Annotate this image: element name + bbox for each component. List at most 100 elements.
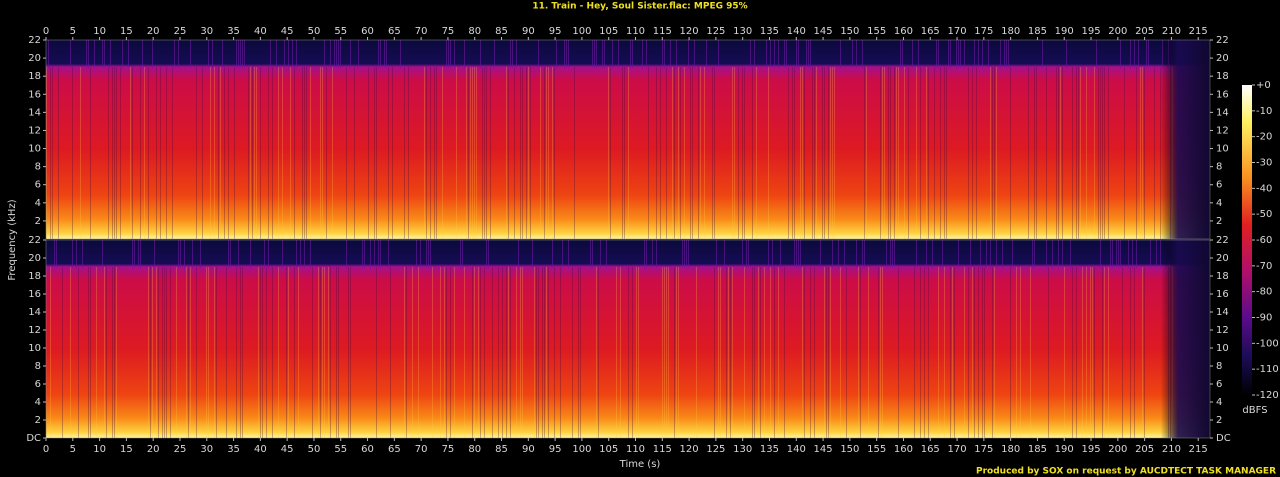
x-tick-label: 205 xyxy=(1135,444,1154,455)
stripe xyxy=(346,240,347,268)
stripe xyxy=(1130,267,1131,438)
x-tick-label: 30 xyxy=(200,26,213,37)
stripe xyxy=(522,267,523,438)
stripe xyxy=(990,240,991,268)
x-tick-label: 170 xyxy=(948,26,967,37)
plot-border xyxy=(45,39,1211,240)
stripe xyxy=(752,67,753,239)
stripe xyxy=(692,67,693,239)
stripe xyxy=(816,67,817,239)
stripe xyxy=(738,67,739,239)
stripe xyxy=(262,267,263,438)
x-tick-label: 185 xyxy=(1028,26,1047,37)
stripe xyxy=(1108,67,1109,239)
stripe xyxy=(178,240,179,268)
stripe xyxy=(510,267,511,438)
stripe xyxy=(296,240,297,268)
stripe xyxy=(712,67,713,239)
stripe xyxy=(292,40,293,68)
x-tick-label: 55 xyxy=(334,26,347,37)
x-tick-label: 85 xyxy=(495,444,508,455)
stripe xyxy=(294,267,295,438)
stripe xyxy=(898,267,899,438)
x-tick-label: 50 xyxy=(308,26,321,37)
stripe xyxy=(824,267,825,438)
x-tick-label: 150 xyxy=(840,26,859,37)
stripe xyxy=(1128,240,1129,268)
stripe xyxy=(896,67,897,239)
y-tick-label: 14 xyxy=(1216,107,1229,118)
stripe xyxy=(812,67,813,239)
stripe xyxy=(858,267,859,438)
stripe xyxy=(486,67,487,239)
stripe xyxy=(972,67,973,239)
stripe xyxy=(148,267,149,438)
stripe xyxy=(48,40,49,68)
stripe xyxy=(656,240,657,268)
stripe xyxy=(114,67,115,239)
stripe xyxy=(110,40,111,68)
stripe xyxy=(1120,40,1121,68)
stripe xyxy=(104,40,105,68)
stripe xyxy=(46,67,47,239)
x-tick-label: 135 xyxy=(760,444,779,455)
stripe xyxy=(676,267,677,438)
stripe xyxy=(552,67,553,239)
stripe xyxy=(622,67,623,239)
stripe xyxy=(158,267,159,438)
stripe xyxy=(296,40,297,68)
stripe xyxy=(538,267,539,438)
stripe xyxy=(196,267,197,438)
colorbar-tick-label: -110 xyxy=(1256,364,1279,375)
stripe xyxy=(284,40,285,68)
stripe xyxy=(400,40,401,68)
stripe xyxy=(882,267,883,438)
stripe xyxy=(1100,67,1101,239)
stripe xyxy=(358,40,359,68)
stripe xyxy=(552,240,553,268)
stripe xyxy=(1056,67,1057,239)
stripe xyxy=(58,67,59,239)
stripe xyxy=(996,67,997,239)
stripe xyxy=(800,240,801,268)
x-tick-label: 80 xyxy=(468,26,481,37)
stripe xyxy=(878,267,879,438)
x-tick-label: 160 xyxy=(894,26,913,37)
colorbar-tick-label: -40 xyxy=(1256,183,1272,194)
stripe xyxy=(656,67,657,239)
stripe xyxy=(1078,67,1079,239)
x-tick-label: 165 xyxy=(921,26,940,37)
chart-title: 11. Train - Hey, Soul Sister.flac: MPEG … xyxy=(532,2,747,12)
x-tick-label: 165 xyxy=(921,444,940,455)
x-tick-label: 75 xyxy=(442,26,455,37)
stripe xyxy=(1072,67,1073,239)
y-tick-label: 16 xyxy=(1216,89,1229,100)
stripe xyxy=(166,267,167,438)
x-tick-label: 210 xyxy=(1162,444,1181,455)
stripe xyxy=(754,40,755,68)
x-tick-label: 55 xyxy=(334,444,347,455)
stripe xyxy=(1070,240,1071,268)
stripe xyxy=(506,267,507,438)
stripe xyxy=(726,267,727,438)
stripe xyxy=(664,267,665,438)
stripe xyxy=(268,67,269,239)
stripe xyxy=(612,40,613,68)
colorbar-tick-label: +0 xyxy=(1256,80,1271,91)
x-tick-label: 5 xyxy=(70,26,76,37)
stripe xyxy=(1072,267,1073,438)
stripe xyxy=(132,67,133,239)
stripe xyxy=(188,267,189,438)
stripe xyxy=(698,67,699,239)
stripe xyxy=(454,40,455,68)
stripe xyxy=(1160,67,1161,239)
stripe xyxy=(1140,67,1141,239)
stripe xyxy=(936,40,937,68)
stripe xyxy=(770,40,771,68)
y-tick-label: 16 xyxy=(1216,289,1229,300)
stripe xyxy=(1034,240,1035,268)
stripe xyxy=(140,67,141,239)
stripe xyxy=(734,67,735,239)
stripe xyxy=(236,40,237,68)
stripe xyxy=(784,40,785,68)
